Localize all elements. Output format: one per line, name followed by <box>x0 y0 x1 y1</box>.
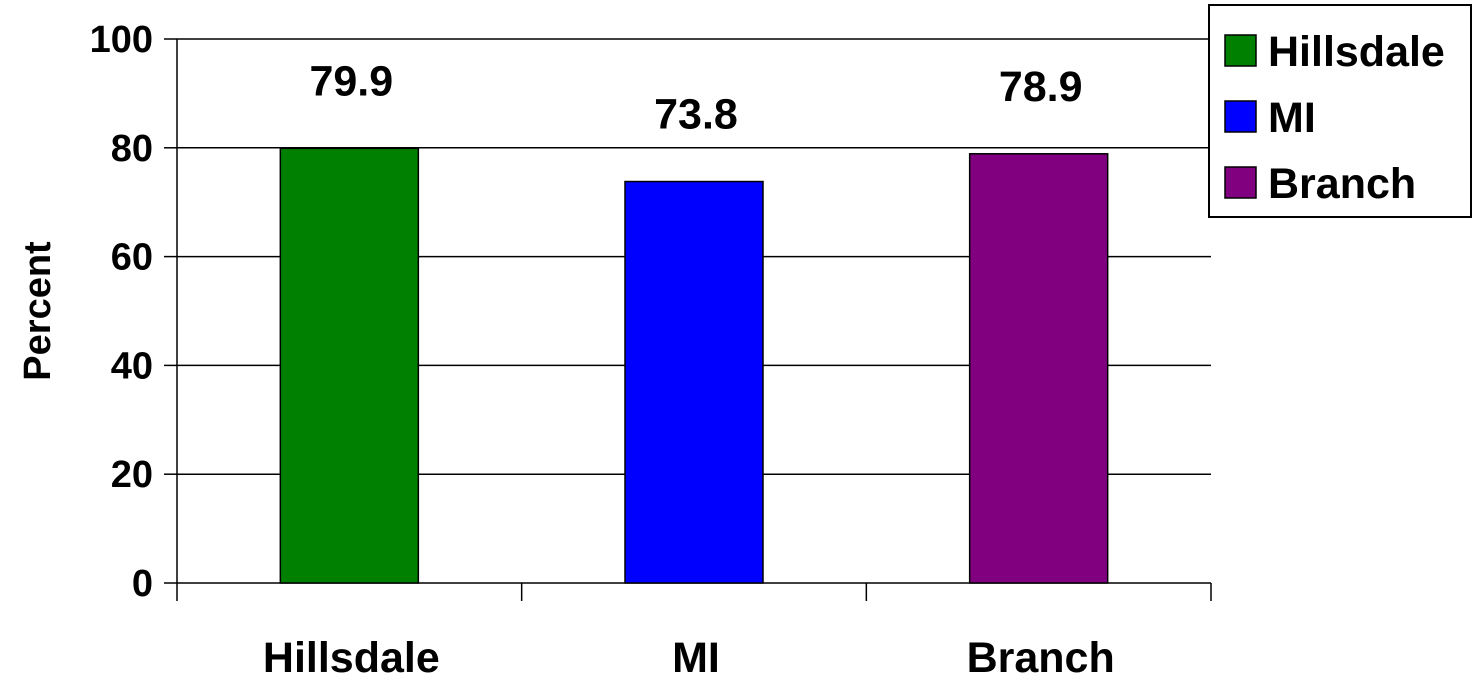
x-tick-label: MI <box>672 634 720 677</box>
y-tick-label: 60 <box>111 237 153 279</box>
legend-swatch <box>1224 34 1257 67</box>
data-labels: 79.9 73.8 78.9 <box>309 57 1082 138</box>
legend: Hillsdale MI Branch <box>1208 4 1472 218</box>
data-label: 79.9 <box>309 57 393 105</box>
y-tick-label: 40 <box>111 345 153 387</box>
y-axis-ticks: 0 20 40 60 80 100 <box>90 19 177 605</box>
y-tick-label: 0 <box>132 563 153 605</box>
bar-mi <box>624 180 764 584</box>
data-label: 73.8 <box>654 91 738 139</box>
bars <box>279 147 1109 584</box>
y-axis-label: Percent <box>17 241 59 381</box>
y-tick-label: 80 <box>111 128 153 170</box>
legend-label: Hillsdale <box>1268 28 1445 76</box>
bar-hillsdale <box>279 147 420 584</box>
y-tick-label: 20 <box>111 454 153 496</box>
y-tick-label: 100 <box>90 19 153 61</box>
data-label: 78.9 <box>999 63 1083 111</box>
legend-swatch <box>1224 166 1257 199</box>
legend-swatch <box>1224 100 1257 133</box>
legend-label: Branch <box>1268 160 1416 208</box>
x-tick-label: Hillsdale <box>263 634 440 677</box>
category-labels: Hillsdale MI Branch <box>263 634 1115 677</box>
x-axis-ticks <box>176 583 1212 601</box>
legend-label: MI <box>1268 94 1316 142</box>
bar-branch <box>968 153 1109 584</box>
x-tick-label: Branch <box>967 634 1115 677</box>
